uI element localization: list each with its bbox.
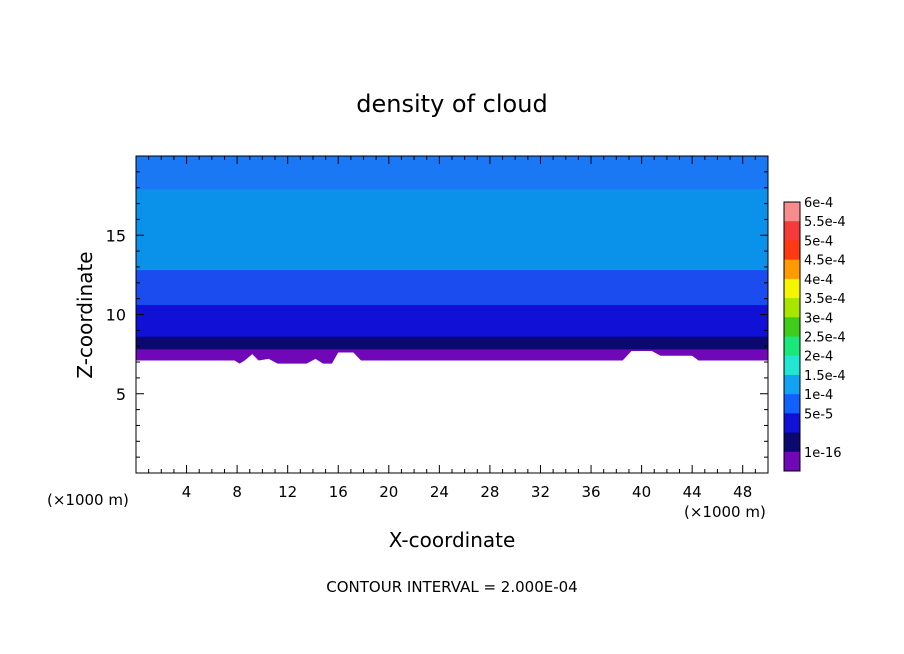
colorbar-label: 3.5e-4 bbox=[804, 292, 846, 307]
y-tick-label: 10 bbox=[106, 306, 126, 325]
colorbar-swatch bbox=[784, 278, 800, 299]
colorbar-swatch bbox=[784, 240, 800, 261]
colorbar-label: 2.5e-4 bbox=[804, 331, 846, 346]
x-unit-left: (×1000 m) bbox=[47, 491, 129, 509]
x-axis: 4 8 12 16 20 24 28 32 36 40 44 48 bbox=[148, 156, 756, 501]
colorbar-label: 1.5e-4 bbox=[804, 369, 846, 384]
colorbar-swatch bbox=[784, 374, 800, 395]
colorbar-swatch bbox=[784, 336, 800, 357]
x-tick-label: 20 bbox=[379, 483, 398, 501]
contour-interval-note: CONTOUR INTERVAL = 2.000E-04 bbox=[326, 578, 577, 596]
x-tick-label: 28 bbox=[480, 483, 499, 501]
chart-title: density of cloud bbox=[356, 90, 547, 118]
x-tick-label: 4 bbox=[182, 483, 192, 501]
x-tick-label: 36 bbox=[581, 483, 600, 501]
colorbar-swatch bbox=[784, 355, 800, 376]
y-tick-label: 15 bbox=[106, 226, 126, 245]
colorbar-swatch bbox=[784, 298, 800, 318]
y-axis: 5 10 15 bbox=[106, 171, 768, 458]
x-tick-label: 24 bbox=[430, 483, 449, 501]
colorbar-label: 4e-4 bbox=[804, 273, 833, 288]
colorbar-swatch bbox=[784, 221, 800, 241]
colorbar-label: 6e-4 bbox=[804, 196, 833, 211]
colorbar-swatch bbox=[784, 259, 800, 280]
terrain-mask bbox=[136, 350, 768, 473]
colorbar-label: 2e-4 bbox=[804, 350, 833, 365]
x-unit-right: (×1000 m) bbox=[684, 503, 766, 521]
colorbar: 6e-4 5.5e-4 5e-4 4.5e-4 4e-4 3.5e-4 3e-4 2.5e-4… bbox=[783, 196, 846, 472]
colorbar-swatch bbox=[784, 317, 800, 337]
x-tick-label: 8 bbox=[232, 483, 242, 501]
x-tick-label: 32 bbox=[531, 483, 550, 501]
colorbar-label: 5e-4 bbox=[804, 234, 833, 249]
colorbar-swatch bbox=[784, 413, 800, 434]
terrain bbox=[136, 350, 768, 473]
colorbar-label: 1e-4 bbox=[804, 388, 833, 403]
colorbar-swatch bbox=[784, 394, 800, 414]
x-tick-label: 16 bbox=[329, 483, 348, 501]
colorbar-swatch bbox=[784, 432, 800, 453]
colorbar-frame bbox=[783, 201, 801, 472]
x-tick-label: 40 bbox=[632, 483, 651, 501]
colorbar-swatch bbox=[784, 451, 800, 472]
x-axis-label: X-coordinate bbox=[389, 528, 516, 552]
colorbar-swatch bbox=[784, 202, 800, 222]
colorbar-label: 5e-5 bbox=[804, 407, 833, 422]
colorbar-label: 5.5e-4 bbox=[804, 215, 846, 230]
colorbar-label: 1e-16 bbox=[804, 446, 842, 461]
y-axis-label: Z-coordinate bbox=[73, 251, 97, 378]
colorbar-label: 4.5e-4 bbox=[804, 254, 846, 269]
x-tick-label: 12 bbox=[278, 483, 297, 501]
x-tick-label: 48 bbox=[733, 483, 752, 501]
y-tick-label: 5 bbox=[116, 385, 126, 404]
x-tick-label: 44 bbox=[683, 483, 702, 501]
colorbar-label: 3e-4 bbox=[804, 311, 833, 326]
